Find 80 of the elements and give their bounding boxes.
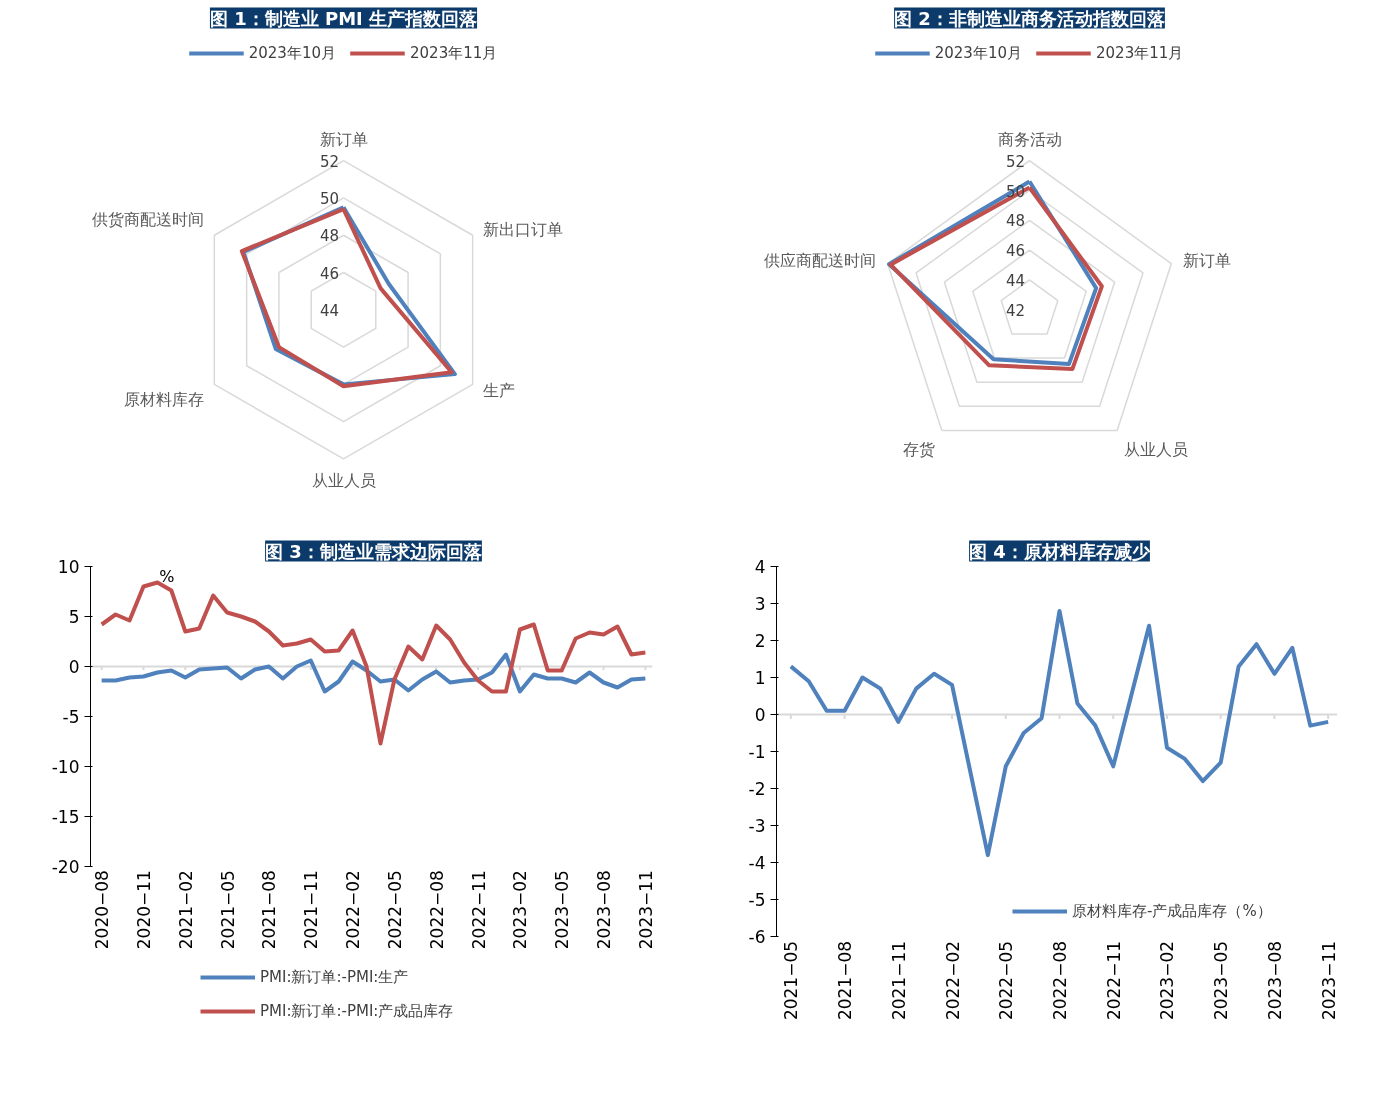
x-tick-label: 2022−11 — [1103, 940, 1124, 1021]
x-tick-label: 2021−05 — [217, 870, 238, 950]
x-tick-label: 2022−05 — [996, 940, 1017, 1021]
line-series — [99, 652, 648, 694]
y-tick-label: -4 — [748, 853, 766, 873]
spoke-label: 供货商配送时间 — [92, 210, 205, 230]
y-tick-label: 44 — [1005, 271, 1026, 290]
y-tick-label: 0 — [68, 657, 80, 677]
spoke-label: 供应商配送时间 — [764, 250, 877, 270]
spoke-label: 新订单 — [1182, 250, 1231, 270]
spoke-label: 商务活动 — [997, 129, 1062, 149]
y-tick-label: 2 — [754, 631, 766, 651]
x-tick-label: 2023−05 — [1211, 940, 1232, 1021]
y-tick-label: 0 — [754, 705, 766, 725]
x-tick-label: 2020−11 — [133, 870, 154, 950]
x-tick-label: 2022−08 — [1050, 940, 1070, 1021]
chart-title: 图 2：非制造业商务活动指数回落 — [894, 7, 1165, 29]
y-tick-label: 52 — [319, 152, 340, 171]
y-tick-label: 46 — [319, 264, 340, 283]
y-tick-label: 5 — [68, 607, 80, 627]
legend-label: PMI:新订单:-PMI:产成品库存 — [260, 1001, 454, 1021]
y-tick-label: -10 — [51, 757, 80, 777]
annotation: % — [159, 566, 175, 586]
spoke-label: 新出口订单 — [482, 219, 563, 239]
x-tick-label: 2023−11 — [635, 870, 656, 950]
x-tick-label: 2023−02 — [510, 870, 531, 950]
y-tick-label: 52 — [1005, 152, 1026, 171]
x-tick-label: 2021−11 — [888, 940, 909, 1021]
x-tick-label: 2023−11 — [1318, 940, 1339, 1021]
x-tick-label: 2023−05 — [552, 870, 573, 950]
chart-title: 图 3：制造业需求边际回落 — [265, 540, 482, 562]
x-tick-label: 2023−08 — [1264, 940, 1285, 1021]
x-tick-label: 2022−02 — [942, 940, 963, 1021]
legend-label: PMI:新订单:-PMI:生产 — [260, 967, 409, 987]
y-tick-label: -5 — [748, 890, 766, 910]
y-tick-label: -20 — [51, 857, 80, 877]
x-tick-label: 2021−08 — [259, 870, 280, 950]
x-tick-label: 2023−08 — [594, 870, 615, 950]
legend-label: 2023年11月 — [410, 43, 498, 63]
y-tick-label: -5 — [62, 707, 80, 727]
legend-label: 2023年10月 — [248, 43, 336, 63]
y-tick-label: -1 — [748, 742, 766, 762]
y-tick-label: -2 — [748, 779, 766, 799]
chart-title: 图 1：制造业 PMI 生产指数回落 — [209, 7, 478, 29]
x-tick-label: 2022−08 — [426, 870, 447, 950]
x-tick-label: 2021−11 — [301, 870, 322, 950]
y-tick-label: 42 — [1005, 301, 1026, 320]
legend-label: 2023年10月 — [934, 43, 1022, 63]
y-tick-label: 48 — [319, 227, 340, 246]
y-tick-label: 3 — [754, 594, 766, 614]
y-tick-label: -6 — [748, 927, 766, 947]
x-tick-label: 2021−02 — [175, 870, 196, 950]
y-tick-label: -3 — [748, 816, 766, 836]
spoke-label: 新订单 — [319, 129, 368, 149]
spoke-label: 原材料库存 — [124, 390, 205, 410]
spoke-label: 生产 — [482, 380, 515, 400]
x-tick-label: 2022−11 — [468, 870, 489, 950]
x-tick-label: 2023−02 — [1157, 940, 1178, 1021]
legend-label: 原材料库存-产成品库存（%） — [1072, 901, 1272, 921]
y-tick-label: 46 — [1005, 242, 1026, 261]
spoke-label: 从业人员 — [311, 470, 376, 490]
y-tick-label: 50 — [1005, 182, 1026, 201]
y-tick-label: 44 — [319, 301, 340, 320]
x-tick-label: 2022−05 — [384, 870, 405, 950]
x-tick-label: 2022−02 — [343, 870, 364, 950]
line-series — [788, 608, 1331, 858]
chart-title: 图 4：原材料库存减少 — [969, 540, 1151, 562]
y-tick-label: 48 — [1005, 212, 1026, 231]
y-tick-label: -15 — [51, 807, 80, 827]
x-tick-label: 2021−05 — [781, 940, 802, 1021]
spoke-label: 从业人员 — [1124, 440, 1189, 460]
y-tick-label: 10 — [57, 557, 80, 577]
line-series — [99, 580, 648, 746]
y-tick-label: 50 — [319, 189, 340, 208]
spoke-label: 存货 — [902, 440, 935, 460]
legend-label: 2023年11月 — [1096, 43, 1184, 63]
y-tick-label: 4 — [754, 557, 766, 577]
y-tick-label: 1 — [754, 668, 766, 688]
x-tick-label: 2020−08 — [92, 870, 113, 950]
x-tick-label: 2021−08 — [835, 940, 856, 1021]
